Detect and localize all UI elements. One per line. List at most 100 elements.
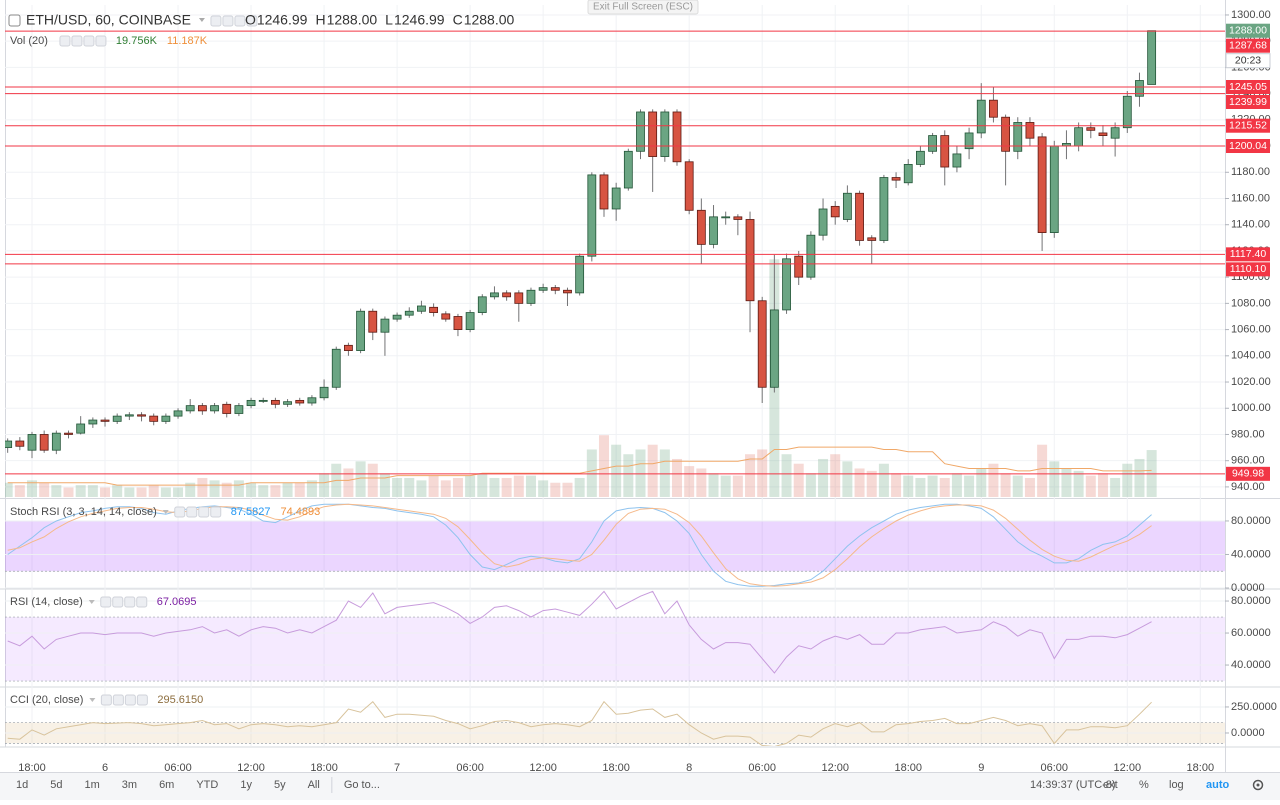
legend-button[interactable] xyxy=(210,15,222,27)
candle-body xyxy=(149,415,159,422)
candle-body xyxy=(879,177,889,241)
candle-body xyxy=(100,419,110,422)
legend-button[interactable] xyxy=(222,15,234,27)
range-button[interactable]: 5y xyxy=(274,779,286,791)
x-tick-label: 12:00 xyxy=(529,762,557,774)
legend-button[interactable] xyxy=(186,506,198,518)
volume-bar xyxy=(5,482,13,497)
last-price-box-label: 1288.00 xyxy=(1229,24,1267,36)
candle-body xyxy=(757,300,767,388)
x-tick-label: 18:00 xyxy=(310,762,338,774)
range-button[interactable]: 1d xyxy=(16,779,28,791)
candle-body xyxy=(307,397,317,404)
candle-body xyxy=(137,414,146,417)
volume-bar xyxy=(635,449,646,497)
volume-bar xyxy=(246,482,257,497)
candle-body xyxy=(1037,136,1047,233)
range-button[interactable]: 6m xyxy=(159,779,174,791)
volume-bar xyxy=(611,444,622,497)
legend-button[interactable] xyxy=(83,35,95,47)
option-button[interactable]: log xyxy=(1169,779,1184,791)
legend-button[interactable] xyxy=(246,15,258,27)
legend-button[interactable] xyxy=(234,15,246,27)
candle-body xyxy=(417,305,426,312)
range-button[interactable]: 3m xyxy=(122,779,137,791)
volume-bar xyxy=(1097,473,1108,497)
candle-body xyxy=(806,234,816,278)
countdown-box-label: 20:23 xyxy=(1235,54,1261,66)
legend-button[interactable] xyxy=(112,694,124,706)
volume-bar xyxy=(939,477,950,497)
range-button[interactable]: All xyxy=(308,779,320,791)
volume-bar xyxy=(39,482,50,497)
range-button[interactable]: 1y xyxy=(240,779,252,791)
ohlc-key: C xyxy=(453,12,463,28)
indicator-dropdown[interactable] xyxy=(162,510,169,514)
candle-body xyxy=(5,440,13,448)
legend-button[interactable] xyxy=(100,596,112,608)
candle-body xyxy=(599,174,609,210)
legend-button[interactable] xyxy=(210,506,222,518)
legend-button[interactable] xyxy=(95,35,107,47)
y-tick-label: 980.00 xyxy=(1231,428,1265,440)
candle-body xyxy=(1013,122,1023,152)
collapse-button[interactable] xyxy=(8,14,21,27)
volume-bar xyxy=(574,477,585,497)
candle-body xyxy=(197,405,207,412)
ohlc-value: 1288.00 xyxy=(327,12,378,28)
volume-bar xyxy=(440,480,451,497)
legend-button[interactable] xyxy=(198,506,210,518)
candle-body xyxy=(502,292,512,298)
candle-body xyxy=(964,132,974,150)
candle-body xyxy=(39,434,49,451)
range-button[interactable]: 1m xyxy=(85,779,100,791)
legend-button[interactable] xyxy=(124,694,136,706)
legend-button[interactable] xyxy=(136,694,148,706)
candle-body xyxy=(709,216,718,245)
ohlc-key: L xyxy=(385,12,393,28)
range-button[interactable]: YTD xyxy=(196,779,218,791)
candle-body xyxy=(891,177,901,181)
legend-button[interactable] xyxy=(112,596,124,608)
volume-bar xyxy=(148,485,159,497)
candle-body xyxy=(429,306,439,313)
goto-button[interactable]: Go to... xyxy=(344,779,380,791)
option-button[interactable]: % xyxy=(1139,779,1149,791)
candle-body xyxy=(88,419,98,425)
volume-bar xyxy=(1110,477,1121,497)
x-tick-label: 06:00 xyxy=(1041,762,1069,774)
indicator-dropdown[interactable] xyxy=(89,698,96,702)
x-tick-label: 9 xyxy=(978,762,984,774)
exit-fullscreen-button[interactable] xyxy=(587,0,699,15)
legend-value: 67.0695 xyxy=(157,596,197,608)
option-button[interactable]: auto xyxy=(1206,779,1230,791)
candles xyxy=(5,30,1225,475)
indicator-band xyxy=(5,520,1225,572)
indicator-dropdown[interactable] xyxy=(88,600,95,604)
volume-bar xyxy=(185,482,196,497)
legend-value: 19.756K xyxy=(116,35,158,47)
volume-bar xyxy=(842,461,853,497)
legend-button[interactable] xyxy=(124,596,136,608)
option-button[interactable]: ext xyxy=(1103,779,1118,791)
legend-button[interactable] xyxy=(71,35,83,47)
legend-button[interactable] xyxy=(174,506,186,518)
legend-button[interactable] xyxy=(59,35,71,47)
volume-bar xyxy=(392,477,403,497)
y-tick-label: 40.0000 xyxy=(1231,548,1271,560)
hline-price-box-label: 1287.68 xyxy=(1229,39,1267,51)
x-tick-label: 6 xyxy=(102,762,108,774)
legend-button[interactable] xyxy=(136,596,148,608)
x-tick-label: 06:00 xyxy=(164,762,192,774)
settings-icon[interactable] xyxy=(1252,779,1264,791)
legend-button[interactable] xyxy=(100,694,112,706)
candle-body xyxy=(563,289,572,294)
y-tick-label: 80.0000 xyxy=(1231,595,1271,607)
range-button[interactable]: 5d xyxy=(50,779,62,791)
grid-layer xyxy=(5,5,1225,746)
indicator-legend: CCI (20, close) 295.6150 xyxy=(10,694,203,706)
hline-price-box xyxy=(1226,38,1270,53)
candle-body xyxy=(660,111,670,157)
volume-bar xyxy=(793,463,804,497)
symbol-dropdown[interactable] xyxy=(198,18,205,22)
